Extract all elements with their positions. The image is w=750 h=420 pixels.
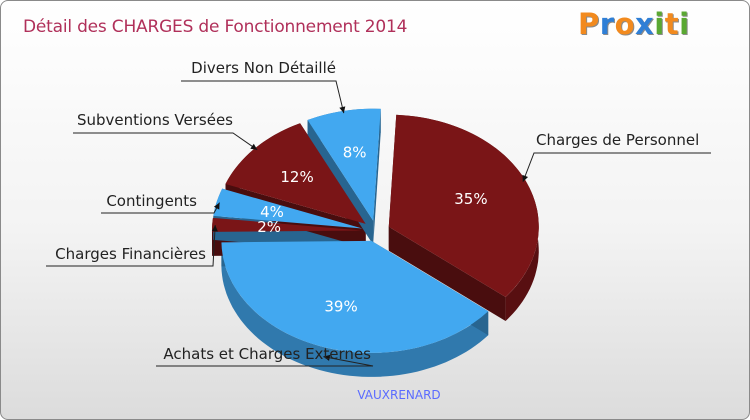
pie-slice [212,217,363,232]
pie-slice-wall [373,108,381,245]
slice-percent-label: 2% [257,218,281,236]
logo-letter: r [599,7,615,41]
slice-percent-label: 12% [280,168,313,186]
leader-arrow [250,143,258,150]
leader-line [156,356,374,367]
leader-arrow [323,354,331,361]
proxiti-logo: Proxiti [578,7,690,41]
city-label: VAUXRENARD [357,388,440,402]
slice-category-label: Divers Non Détaillé [191,59,336,77]
pie-slice-wall [388,226,506,321]
pie-slice [221,240,489,353]
slice-percent-label: 39% [324,298,357,316]
leader-arrow [522,174,529,182]
pie-slice [213,188,363,229]
slice-category-label: Charges de Personnel [536,131,699,149]
logo-letter: t [664,7,680,41]
leader-arrow [213,202,220,210]
leader-line [522,152,711,183]
slice-category-label: Charges Financières [55,245,206,263]
leader-arrow [211,224,218,232]
leader-line [181,80,345,114]
logo-letter: x [635,7,655,41]
logo-letter: o [614,7,636,41]
logo-letter: i [679,7,690,41]
leader-line [46,224,216,267]
logo-letter: i [654,7,665,41]
slice-percent-label: 4% [260,203,284,221]
slice-percent-label: 8% [343,144,367,162]
slice-category-label: Contingents [106,192,197,210]
slice-category-label: Achats et Charges Externes [163,345,371,363]
logo-letter: P [578,7,600,41]
pie-slice [388,114,539,297]
slice-category-label: Subventions Versées [77,111,233,129]
slice-percent-label: 35% [454,190,487,208]
leader-arrow [339,106,346,114]
pie-slice-side [221,242,489,377]
pie-slice [307,108,381,221]
leader-line [73,132,258,151]
pie-slice [225,123,366,224]
chart-title: Détail des CHARGES de Fonctionnement 201… [23,17,408,37]
